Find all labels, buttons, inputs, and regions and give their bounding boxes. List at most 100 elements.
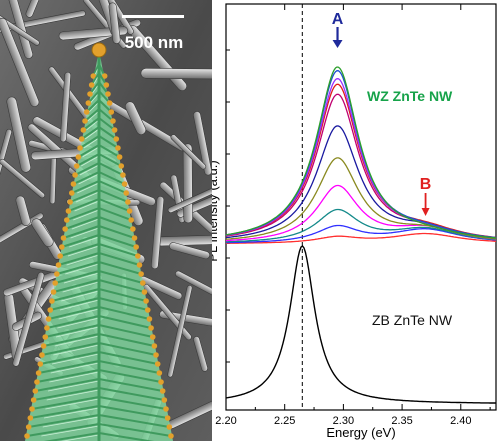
branch	[85, 99, 100, 113]
catalyst-particle	[116, 154, 123, 160]
x-tick-label: 2.25	[274, 415, 295, 427]
branch	[67, 198, 100, 212]
branch	[42, 333, 100, 347]
tip-catalyst-particle	[91, 42, 107, 58]
branch	[60, 234, 100, 248]
branch	[54, 270, 100, 284]
x-tick-label: 2.30	[333, 415, 354, 427]
branch	[98, 396, 168, 410]
branch-highlight	[70, 227, 100, 239]
catalyst-particle	[140, 280, 146, 286]
catalyst-particle	[159, 388, 166, 394]
catalyst-particle	[115, 145, 121, 151]
branch-highlight	[80, 155, 100, 167]
branch	[74, 162, 100, 176]
branch	[98, 135, 119, 149]
branch	[98, 423, 172, 437]
branch	[27, 414, 100, 428]
branch	[98, 198, 131, 212]
branch-highlight	[58, 308, 100, 320]
nanorod	[0, 17, 40, 107]
branch-highlight	[87, 110, 100, 122]
catalyst-particle	[83, 109, 90, 115]
branch	[98, 261, 143, 275]
branch	[98, 108, 114, 122]
branch	[80, 126, 100, 140]
catalyst-particle	[161, 397, 168, 403]
catalyst-particle	[166, 424, 173, 430]
branch	[98, 414, 171, 428]
catalyst-particle	[126, 208, 133, 214]
branch-highlight	[74, 200, 100, 212]
catalyst-particle	[158, 379, 164, 385]
peak-b-label: B	[420, 176, 432, 193]
branch	[47, 306, 100, 320]
catalyst-particle	[75, 154, 82, 160]
branch	[50, 288, 100, 302]
scale-bar-label: 500 nm	[125, 33, 184, 52]
wz-spectrum-line	[225, 66, 497, 239]
branch	[57, 252, 100, 266]
branch-highlight	[50, 362, 100, 374]
branch	[98, 216, 134, 230]
branch-highlight	[45, 398, 100, 410]
branch	[98, 126, 118, 140]
branch	[72, 171, 100, 185]
axis-ticks: 2.20 2.25 2.30 2.35 2.40	[215, 4, 491, 427]
branch	[98, 162, 124, 176]
catalyst-particle	[103, 82, 110, 88]
catalyst-particle	[67, 199, 73, 205]
branch-highlight	[82, 146, 100, 158]
branch	[35, 369, 100, 383]
branch-highlight	[57, 317, 100, 329]
branch	[98, 234, 138, 248]
catalyst-particle	[42, 334, 49, 340]
wz-series-label: WZ ZnTe NW	[367, 88, 453, 104]
catalyst-particle	[156, 370, 163, 376]
catalyst-particle	[35, 370, 42, 376]
nanorod	[193, 111, 212, 176]
catalyst-particle	[168, 433, 174, 439]
branch-highlight	[54, 335, 100, 347]
catalyst-particle	[77, 145, 83, 151]
catalyst-particle	[113, 136, 120, 142]
y-axis-label: PL Intensity (a.u.)	[212, 160, 220, 261]
zb-series-label: ZB ZnTe NW	[372, 312, 453, 328]
catalyst-particle	[47, 307, 54, 313]
branch	[82, 117, 100, 131]
branch	[26, 423, 100, 437]
catalyst-particle	[136, 262, 143, 268]
catalyst-particle	[27, 415, 34, 421]
nanorod	[0, 128, 12, 189]
branch-highlight	[73, 209, 100, 221]
x-tick-label: 2.40	[450, 415, 471, 427]
branch	[98, 171, 126, 185]
branch	[98, 99, 113, 113]
catalyst-particle	[133, 244, 139, 250]
nanorod	[150, 195, 165, 270]
branch	[52, 279, 100, 293]
branch	[55, 261, 100, 275]
catalyst-particle	[25, 424, 32, 430]
branch-highlight	[44, 407, 100, 419]
catalyst-particle	[55, 262, 62, 268]
catalyst-particle	[54, 271, 60, 277]
catalyst-particle	[101, 73, 108, 79]
catalyst-particle	[118, 163, 125, 169]
branch	[98, 153, 123, 167]
sem-image-panel: 500 nm	[0, 0, 212, 441]
catalyst-particle	[135, 253, 141, 259]
x-tick-label: 2.35	[391, 415, 412, 427]
branch	[98, 432, 155, 441]
nanorod	[140, 68, 212, 80]
branch	[44, 324, 100, 338]
nanorod	[12, 271, 45, 367]
nanorod	[59, 71, 72, 143]
catalyst-particle	[87, 91, 93, 97]
nanorod	[169, 242, 210, 260]
catalyst-particle	[148, 325, 154, 331]
branch	[98, 189, 129, 203]
catalyst-particle	[90, 73, 97, 79]
catalyst-particle	[164, 415, 171, 421]
branch-highlight	[53, 344, 100, 356]
